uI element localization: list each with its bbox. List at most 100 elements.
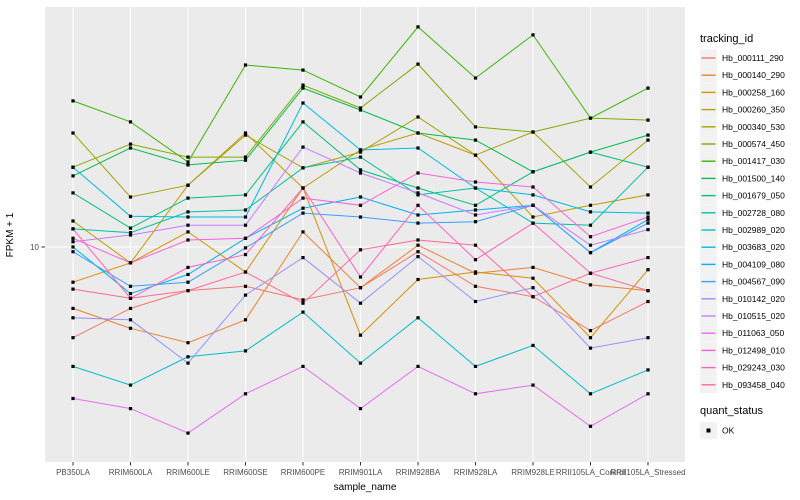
data-point [646,138,650,142]
data-point [531,383,535,387]
data-point [358,168,363,172]
data-point [473,299,478,304]
x-tick-label: RRIM600LA [109,468,153,477]
data-point [416,243,420,247]
data-point [71,219,75,223]
data-point [646,221,650,225]
data-point [358,333,363,337]
data-point [646,165,650,169]
data-point [358,148,363,152]
data-point [186,355,190,359]
data-point [243,246,248,250]
data-point [588,251,593,255]
data-point [473,203,478,207]
data-point [646,368,650,372]
legend-item-Hb_000111_290: Hb_000111_290 [700,49,784,67]
data-point [588,329,593,333]
data-point [473,258,478,262]
y-tick-label: 10 [30,243,39,252]
x-tick-label: RRIM600SE [223,468,267,477]
data-point [186,238,190,242]
data-point [358,203,363,207]
data-point [71,306,75,310]
data-point [588,336,593,340]
legend-label: Hb_001417_030 [722,156,785,166]
data-point [588,283,593,287]
legend-item-Hb_000260_350: Hb_000260_350 [700,101,785,119]
data-point [416,255,420,259]
data-point [416,62,420,66]
data-point [358,301,363,305]
data-point [531,193,535,197]
legend-tracking-id: Hb_000111_290 Hb_000140_290 Hb_000258_160 H… [700,49,785,394]
legend-label: Hb_011063_050 [722,328,785,338]
data-point [186,163,190,167]
data-point [416,238,420,242]
data-point [301,83,305,87]
data-point [243,63,248,67]
data-point [128,306,133,310]
data-point [71,191,75,195]
ok-point-swatch [706,428,711,433]
data-point [71,396,75,401]
data-point [358,150,363,154]
data-point [473,392,478,396]
data-point [358,155,363,159]
legend-item-Hb_002989_020: Hb_002989_020 [700,221,785,239]
data-point [416,171,420,175]
data-point [243,253,248,257]
data-point [71,240,75,244]
data-point [71,250,75,254]
x-tick-label: RRIM928LA [454,468,498,477]
data-point [588,210,593,214]
data-point [531,130,535,134]
legend-item-Hb_001500_140: Hb_001500_140 [700,169,785,187]
legend-item-Hb_001679_050: Hb_001679_050 [700,187,785,205]
data-point [588,235,593,239]
legend-title-quant-status: quant_status [700,405,763,417]
data-point [358,286,363,290]
data-point [416,316,420,320]
data-point [531,276,535,280]
x-tick-label: RRIM600LE [166,468,210,477]
data-point [646,268,650,272]
data-point [71,287,75,291]
data-point [186,230,190,234]
data-point [416,146,420,150]
data-point [128,233,133,237]
data-point [416,193,420,197]
data-point [301,86,305,90]
legend-item-Hb_011063_050: Hb_011063_050 [700,324,785,342]
data-point [301,68,305,72]
data-point [646,289,650,293]
data-point [243,223,248,227]
data-point [186,215,190,219]
y-axis-title: FPKM + 1 [5,212,16,257]
legend-label: Hb_093458_040 [722,380,785,390]
data-point [186,431,190,435]
legend-item-Hb_093458_040: Hb_093458_040 [700,376,785,394]
legend-label: Hb_004109_080 [722,259,785,269]
data-point [531,295,535,299]
data-point [128,318,133,322]
data-point [243,318,248,322]
data-point [646,86,650,90]
x-tick-label: RRIM600PE [281,468,325,477]
data-point [301,101,305,105]
data-point [588,150,593,154]
legend-label: Hb_000260_350 [722,105,785,115]
data-point [243,236,248,240]
data-point [186,265,190,269]
data-point [531,185,535,189]
legend-item-Hb_001417_030: Hb_001417_030 [700,152,785,170]
legend-label: Hb_003683_020 [722,242,785,252]
x-tick-label: RRIM928LE [511,468,555,477]
legend-label: Hb_000258_160 [722,87,785,97]
data-point [588,392,593,396]
legend-label: Hb_001679_050 [722,191,785,201]
data-point [416,364,420,368]
data-point [358,95,363,99]
legend-item-Hb_004567_090: Hb_004567_090 [700,273,785,291]
data-point [128,120,133,124]
data-point [416,213,420,217]
